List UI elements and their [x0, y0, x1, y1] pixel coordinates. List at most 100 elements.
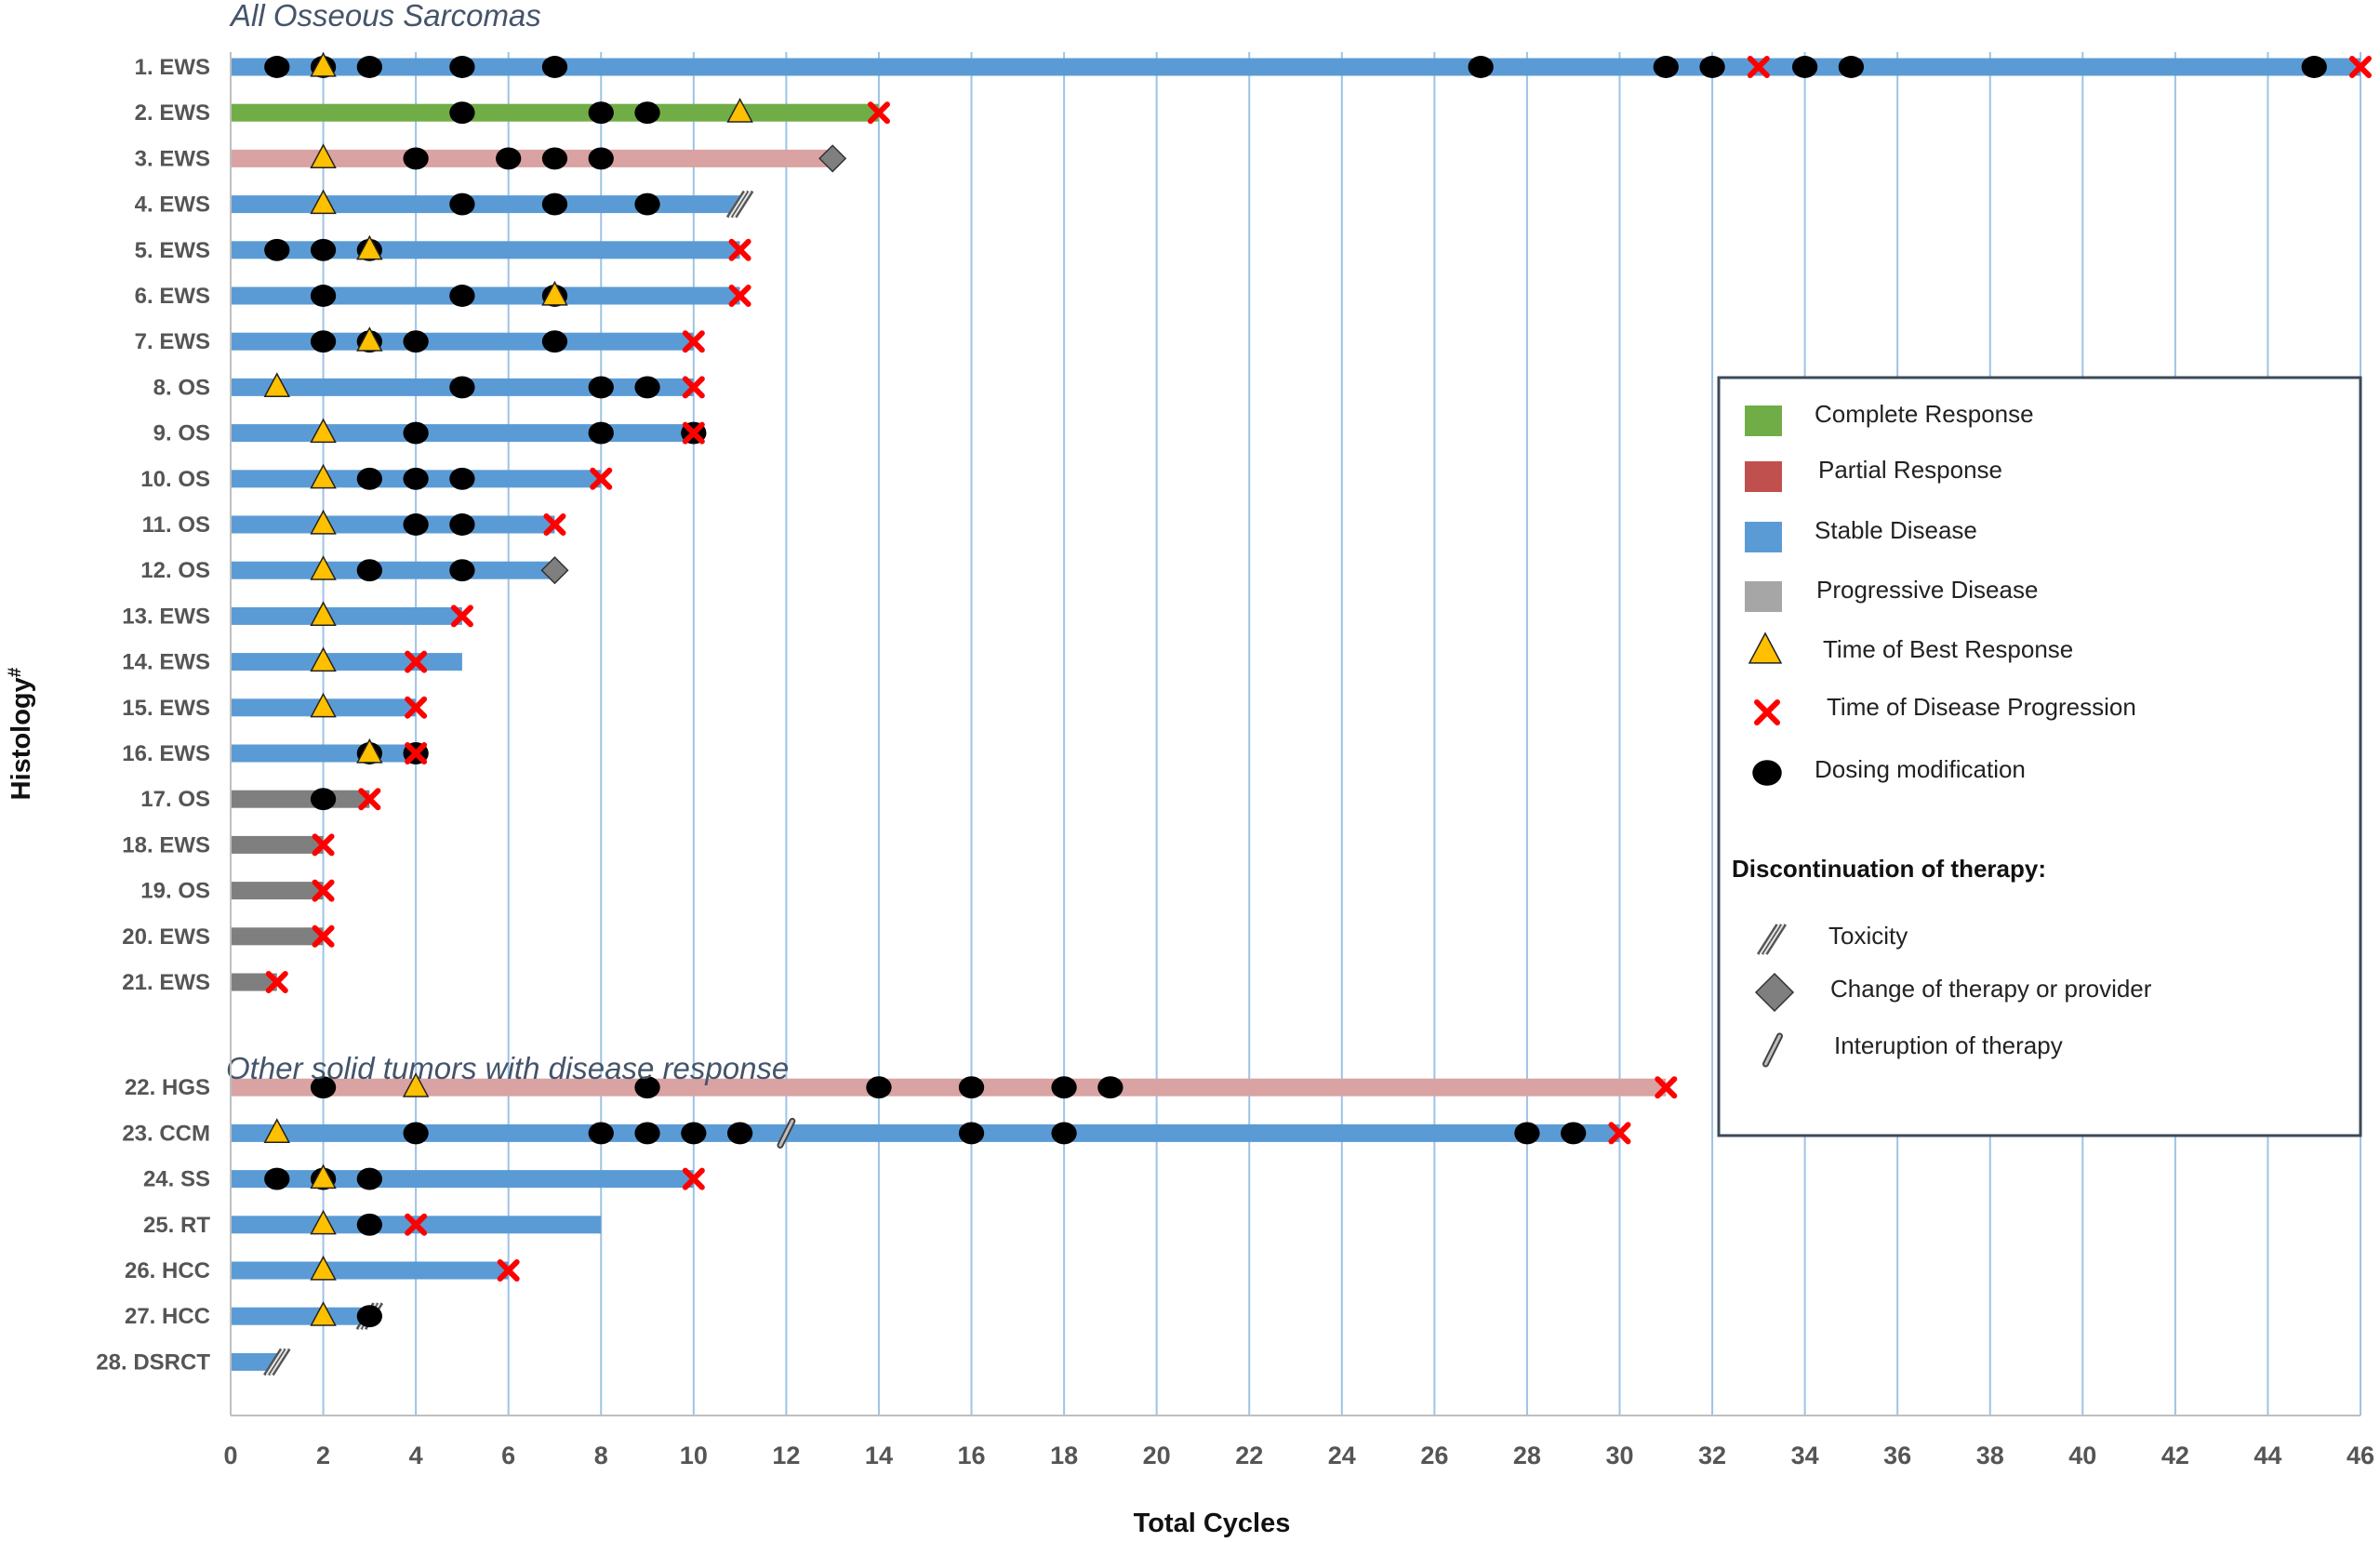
interruption-marker-row-23	[777, 1117, 796, 1149]
row-label-19: 19. OS	[140, 879, 210, 904]
axis-layer: 0 2 4 6 8 10 12 14 16 18 20 22 24 26 28 30 32 34 36 38 40 42 4…	[6, 52, 2374, 1538]
best-response-row-15-0	[310, 692, 337, 718]
progression-row-16-0	[405, 742, 428, 764]
best-response-row-6-0	[541, 280, 568, 306]
progression-row-20-0	[312, 924, 335, 948]
legend-disc-label-2: Interuption of therapy	[1834, 1031, 2063, 1059]
dosing-modification-row-1-9	[1838, 56, 1865, 78]
bar-row-2	[231, 103, 879, 122]
x-tick-label-18: 18	[1050, 1442, 1078, 1469]
row-label-27: 27. HCC	[125, 1304, 210, 1329]
bar-row-23	[231, 1123, 1620, 1142]
row-label-1: 1. EWS	[135, 55, 210, 80]
best-response-row-16-0	[356, 738, 383, 764]
dosing-modification-row-8-0	[449, 376, 475, 399]
x-tick-label-8: 8	[594, 1442, 608, 1469]
bar-row-21	[231, 973, 277, 991]
legend-change-icon	[1754, 972, 1795, 1013]
best-response-row-14-0	[310, 646, 337, 672]
best-response-row-3-0	[310, 143, 337, 168]
progression-row-26-0	[497, 1259, 520, 1282]
dosing-modification-row-3-3	[588, 147, 614, 170]
bar-row-26	[231, 1261, 509, 1280]
row-label-6: 6. EWS	[135, 284, 210, 309]
dosing-modification-row-3-2	[541, 147, 568, 170]
dosing-modification-row-22-3	[958, 1076, 985, 1099]
legend-interruption-icon	[1762, 1032, 1783, 1068]
best-response-row-9-0	[310, 418, 337, 444]
x-tick-label-20: 20	[1143, 1442, 1171, 1469]
legend-triangle-icon	[1748, 631, 1783, 664]
progression-row-25-0	[405, 1213, 428, 1236]
row-label-4: 4. EWS	[135, 193, 210, 218]
legend-swatch-2	[1745, 522, 1782, 552]
dosing-modification-row-23-8	[1561, 1122, 1587, 1145]
dosing-modification-row-17-0	[310, 788, 337, 811]
dosing-modification-row-8-1	[588, 376, 614, 399]
dosing-modification-row-1-0	[264, 56, 290, 78]
legend-cross-icon	[1754, 699, 1780, 725]
best-response-row-10-0	[310, 463, 337, 489]
dosing-modification-row-1-10	[2301, 56, 2327, 78]
legend-box	[1717, 376, 2362, 1137]
progression-row-23-0	[1608, 1122, 1631, 1145]
dosing-modification-row-5-1	[310, 238, 337, 261]
legend-label-3: Progressive Disease	[1816, 576, 2038, 604]
bars-layer	[231, 58, 2360, 1371]
dosing-modification-row-4-2	[634, 193, 660, 216]
dosing-modification-row-11-1	[449, 513, 475, 536]
row-label-26: 26. HCC	[125, 1258, 210, 1283]
bar-row-1	[231, 58, 2360, 76]
best-response-row-7-0	[356, 326, 383, 352]
x-tick-label-34: 34	[1791, 1442, 1819, 1469]
x-tick-label-28: 28	[1513, 1442, 1541, 1469]
progression-row-1-1	[2349, 56, 2372, 78]
row-label-24: 24. SS	[143, 1167, 210, 1192]
best-response-row-2-0	[726, 98, 753, 123]
best-response-row-24-0	[310, 1163, 337, 1190]
x-tick-label-12: 12	[772, 1442, 800, 1469]
legend-label-4: Time of Best Response	[1823, 635, 2073, 663]
dosing-modification-row-5-0	[264, 238, 290, 261]
dosing-modification-row-23-6	[1051, 1122, 1077, 1145]
progression-row-14-0	[405, 650, 428, 673]
x-tick-label-2: 2	[316, 1442, 330, 1469]
dosing-modification-row-1-3	[449, 56, 475, 78]
section-title-1: All Osseous Sarcomas	[229, 0, 541, 33]
bar-row-19	[231, 882, 324, 900]
row-label-28: 28. DSRCT	[96, 1349, 210, 1375]
progression-row-10-0	[590, 467, 613, 490]
row-label-13: 13. EWS	[122, 604, 210, 629]
x-tick-label-10: 10	[680, 1442, 708, 1469]
best-response-row-1-0	[310, 51, 337, 77]
row-label-25: 25. RT	[143, 1213, 210, 1238]
y-axis-title: Histology#	[6, 667, 36, 800]
legend-label-6: Dosing modification	[1815, 755, 2026, 783]
legend-label-5: Time of Disease Progression	[1827, 693, 2136, 721]
best-response-row-26-0	[310, 1255, 337, 1281]
row-label-21: 21. EWS	[122, 970, 210, 995]
progression-row-15-0	[405, 696, 428, 719]
x-tick-label-32: 32	[1698, 1442, 1726, 1469]
legend-label-2: Stable Disease	[1815, 516, 1977, 544]
row-label-17: 17. OS	[140, 787, 210, 812]
bar-row-5	[231, 241, 740, 259]
dosing-modification-row-23-4	[726, 1122, 753, 1145]
dosing-modification-row-4-0	[449, 193, 475, 216]
bar-row-3	[231, 149, 833, 167]
row-label-2: 2. EWS	[135, 100, 210, 126]
legend-swatch-0	[1745, 405, 1782, 436]
progression-row-6-0	[728, 285, 751, 307]
dosing-modification-row-3-1	[496, 147, 522, 170]
legend-dot-icon	[1752, 760, 1782, 786]
progression-row-17-0	[358, 788, 381, 811]
x-tick-label-38: 38	[1976, 1442, 2004, 1469]
legend-label-1: Partial Response	[1818, 456, 2002, 484]
dosing-modification-row-2-0	[449, 101, 475, 125]
x-tick-label-26: 26	[1420, 1442, 1448, 1469]
best-response-row-23-0	[263, 1118, 291, 1143]
bar-row-28	[231, 1352, 277, 1371]
dosing-modification-row-27-0	[356, 1305, 382, 1328]
best-response-row-22-0	[402, 1072, 430, 1097]
